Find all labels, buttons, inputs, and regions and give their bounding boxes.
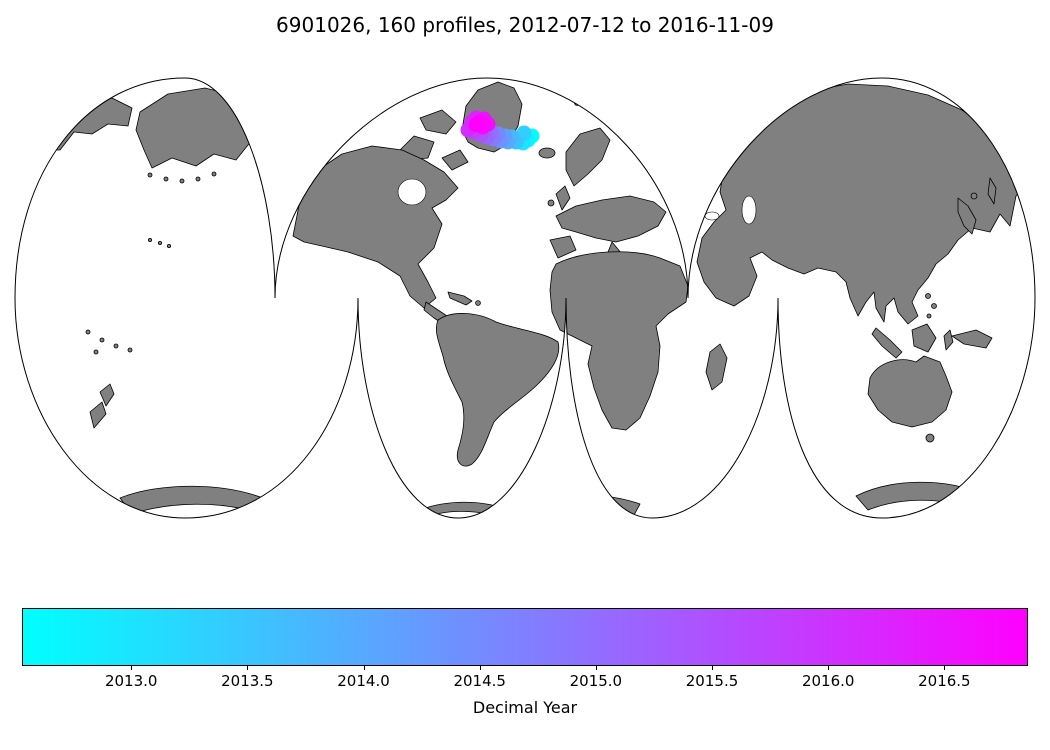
iceland-land [538,147,556,159]
profile-scatter [460,110,540,151]
pacific-islands [85,329,133,355]
madagascar-land [705,343,728,391]
tasmania-land [925,433,935,443]
britain-land [555,185,571,211]
africa-land [549,251,689,431]
japan-land [957,197,977,235]
colorbar-gradient [22,608,1028,666]
colorbar-tick-label: 2013.5 [221,672,274,690]
colorbar-tick-label: 2016.0 [801,672,855,690]
aleutian-islands [147,171,217,184]
figure-title: 6901026, 160 profiles, 2012-07-12 to 201… [276,13,774,37]
borneo-land [911,323,937,353]
hokkaido-land [970,192,978,200]
alaska-land [135,87,259,169]
colorbar-tick-label: 2015.0 [569,672,623,690]
colorbar-tick-mark [595,666,597,670]
colorbar-tick-label: 2013.0 [104,672,158,690]
projection-outline [14,77,1036,519]
colorbar: 2013.0 2013.5 2014.0 2014.5 2015.0 2015.5 2016… [22,608,1028,717]
colorbar-ticks [22,666,1028,670]
black-sea [704,211,720,221]
iberia-land [549,235,577,259]
sulawesi-land [943,329,954,351]
sakhalin-land [987,177,997,205]
sumatra-land [871,327,903,359]
scandinavia-land [565,127,611,187]
colorbar-tick-mark [247,666,249,670]
colorbar-tick-mark [131,666,133,670]
colorbar-tick-mark [712,666,714,670]
ireland-land [547,199,555,207]
hawaii-islands [147,237,171,248]
europe-land [555,195,667,243]
colorbar-tick-mark [479,666,481,670]
colorbar-tick-label: 2016.5 [918,672,971,690]
colorbar-axis-label: Decimal Year [472,698,578,717]
caspian-sea [741,195,757,225]
colorbar-tick-labels: 2013.0 2013.5 2014.0 2014.5 2015.0 2015.5 2016… [22,672,1028,692]
colorbar-tick-mark [828,666,830,670]
colorbar-tick-mark [363,666,365,670]
new-zealand-south-island [89,401,107,429]
hudson-bay [397,178,427,206]
new-guinea-land [951,329,993,349]
philippines-islands [925,293,937,319]
continents [47,81,1029,518]
colorbar-tick-label: 2015.5 [685,672,739,690]
colorbar-tick-label: 2014.5 [453,672,506,690]
australia-land [867,355,953,428]
hispaniola-land [475,300,481,306]
cuba-land [447,291,473,306]
colorbar-tick-label: 2014.0 [337,672,390,690]
south-america-land [435,313,560,467]
profile-point [468,117,484,133]
colorbar-tick-mark [944,666,946,670]
new-zealand-north-island [99,383,115,407]
